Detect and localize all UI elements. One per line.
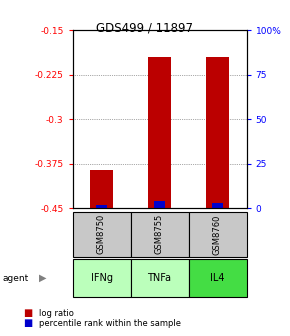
Text: percentile rank within the sample: percentile rank within the sample [39, 319, 181, 328]
Text: TNFa: TNFa [148, 273, 171, 283]
Bar [72, 259, 130, 297]
Bar [188, 212, 246, 257]
Text: ■: ■ [23, 318, 32, 328]
Text: ▶: ▶ [39, 273, 47, 283]
Bar [188, 259, 246, 297]
Bar [72, 212, 130, 257]
Text: GDS499 / 11897: GDS499 / 11897 [97, 22, 193, 35]
Text: agent: agent [3, 274, 29, 283]
Text: IL4: IL4 [210, 273, 225, 283]
Text: log ratio: log ratio [39, 309, 74, 318]
Text: GSM8750: GSM8750 [97, 214, 106, 254]
Text: GSM8755: GSM8755 [155, 214, 164, 254]
Bar [154, 201, 165, 208]
Bar [130, 212, 188, 257]
Bar [206, 57, 229, 208]
Bar [130, 259, 188, 297]
Text: IFNg: IFNg [90, 273, 113, 283]
Bar [90, 170, 113, 208]
Bar [212, 203, 223, 208]
Bar [96, 205, 107, 208]
Text: ■: ■ [23, 308, 32, 318]
Bar [148, 57, 171, 208]
Text: GSM8760: GSM8760 [213, 214, 222, 255]
